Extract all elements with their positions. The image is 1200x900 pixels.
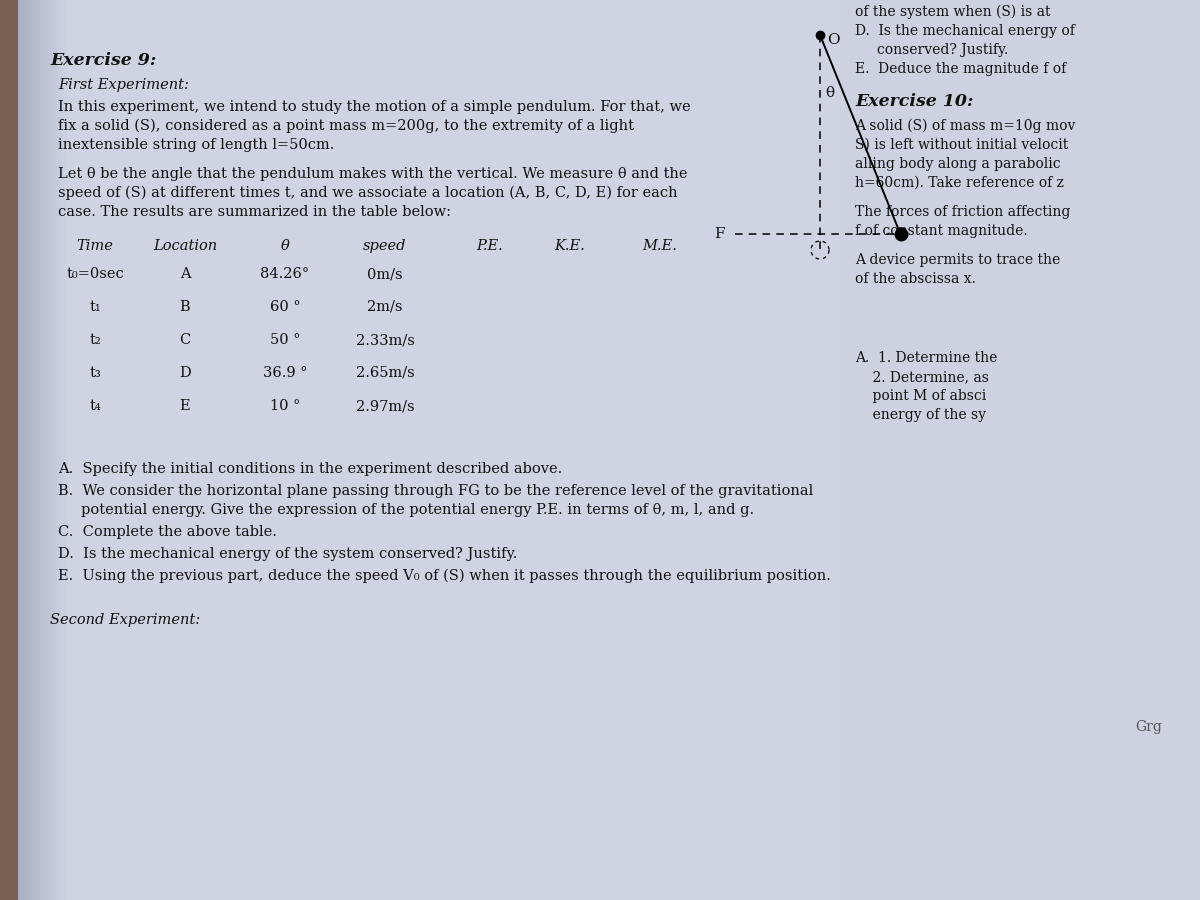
Text: A: A — [180, 267, 191, 281]
Text: D.  Is the mechanical energy of the system conserved? Justify.: D. Is the mechanical energy of the syste… — [58, 547, 517, 561]
Text: h=60cm). Take reference of z: h=60cm). Take reference of z — [854, 176, 1064, 190]
Text: E.  Deduce the magnitude f of: E. Deduce the magnitude f of — [854, 62, 1067, 76]
Text: 2. Determine, as: 2. Determine, as — [854, 370, 989, 384]
Text: Time: Time — [77, 239, 114, 253]
Text: A.  1. Determine the: A. 1. Determine the — [854, 351, 997, 365]
Text: P.E.: P.E. — [476, 239, 503, 253]
Text: Exercise 10:: Exercise 10: — [854, 93, 973, 110]
Text: speed of (S) at different times t, and we associate a location (A, B, C, D, E) f: speed of (S) at different times t, and w… — [58, 186, 678, 201]
Text: of the system when (S) is at: of the system when (S) is at — [854, 5, 1050, 20]
Text: E.  Using the previous part, deduce the speed V₀ of (S) when it passes through t: E. Using the previous part, deduce the s… — [58, 569, 830, 583]
FancyBboxPatch shape — [840, 0, 1200, 900]
Text: Let θ be the angle that the pendulum makes with the vertical. We measure θ and t: Let θ be the angle that the pendulum mak… — [58, 167, 688, 181]
Text: The forces of friction affecting: The forces of friction affecting — [854, 205, 1070, 219]
Text: case. The results are summarized in the table below:: case. The results are summarized in the … — [58, 205, 451, 219]
Text: potential energy. Give the expression of the potential energy P.E. in terms of θ: potential energy. Give the expression of… — [58, 503, 754, 517]
Text: 50 °: 50 ° — [270, 333, 300, 347]
Text: energy of the sy: energy of the sy — [854, 408, 986, 422]
Text: Grg: Grg — [1135, 720, 1162, 734]
FancyBboxPatch shape — [0, 0, 18, 900]
Text: First Experiment:: First Experiment: — [58, 78, 188, 92]
Text: 2m/s: 2m/s — [367, 300, 403, 314]
Text: θ: θ — [826, 86, 834, 100]
Text: B.  We consider the horizontal plane passing through FG to be the reference leve: B. We consider the horizontal plane pass… — [58, 484, 814, 498]
Text: θ: θ — [281, 239, 289, 253]
Text: O: O — [827, 33, 840, 47]
Text: point M of absci: point M of absci — [854, 389, 986, 403]
FancyBboxPatch shape — [18, 0, 840, 900]
Text: D.  Is the mechanical energy of: D. Is the mechanical energy of — [854, 24, 1075, 38]
Text: fix a solid (S), considered as a point mass m=200g, to the extremity of a light: fix a solid (S), considered as a point m… — [58, 119, 634, 133]
Text: A.  Specify the initial conditions in the experiment described above.: A. Specify the initial conditions in the… — [58, 462, 563, 476]
Text: 0m/s: 0m/s — [367, 267, 403, 281]
Text: 2.97m/s: 2.97m/s — [355, 399, 414, 413]
Text: inextensible string of length l=50cm.: inextensible string of length l=50cm. — [58, 138, 335, 152]
Text: Second Experiment:: Second Experiment: — [50, 613, 200, 627]
Text: K.E.: K.E. — [554, 239, 586, 253]
Text: Location: Location — [152, 239, 217, 253]
Text: F: F — [714, 228, 725, 241]
Text: A solid (S) of mass m=10g mov: A solid (S) of mass m=10g mov — [854, 119, 1075, 133]
Text: A device permits to trace the: A device permits to trace the — [854, 253, 1061, 267]
Text: In this experiment, we intend to study the motion of a simple pendulum. For that: In this experiment, we intend to study t… — [58, 100, 691, 114]
Text: of the abscissa x.: of the abscissa x. — [854, 272, 976, 286]
Text: Exercise 9:: Exercise 9: — [50, 52, 156, 69]
Text: 2.65m/s: 2.65m/s — [355, 366, 414, 380]
Text: S) is left without initial velocit: S) is left without initial velocit — [854, 138, 1068, 152]
Text: t₀=0sec: t₀=0sec — [66, 267, 124, 281]
Text: 2.33m/s: 2.33m/s — [355, 333, 414, 347]
Text: t₄: t₄ — [89, 399, 101, 413]
Text: t₂: t₂ — [89, 333, 101, 347]
Text: conserved? Justify.: conserved? Justify. — [854, 43, 1008, 57]
Text: D: D — [179, 366, 191, 380]
Text: f of constant magnitude.: f of constant magnitude. — [854, 224, 1027, 238]
Text: alling body along a parabolic: alling body along a parabolic — [854, 157, 1061, 171]
Text: 36.9 °: 36.9 ° — [263, 366, 307, 380]
Text: speed: speed — [364, 239, 407, 253]
Text: t₁: t₁ — [89, 300, 101, 314]
Text: 84.26°: 84.26° — [260, 267, 310, 281]
Text: B: B — [180, 300, 191, 314]
Text: E: E — [180, 399, 191, 413]
Text: M.E.: M.E. — [642, 239, 678, 253]
Text: C: C — [179, 333, 191, 347]
Text: t₃: t₃ — [89, 366, 101, 380]
Text: C.  Complete the above table.: C. Complete the above table. — [58, 525, 277, 539]
Text: 10 °: 10 ° — [270, 399, 300, 413]
Text: 60 °: 60 ° — [270, 300, 300, 314]
